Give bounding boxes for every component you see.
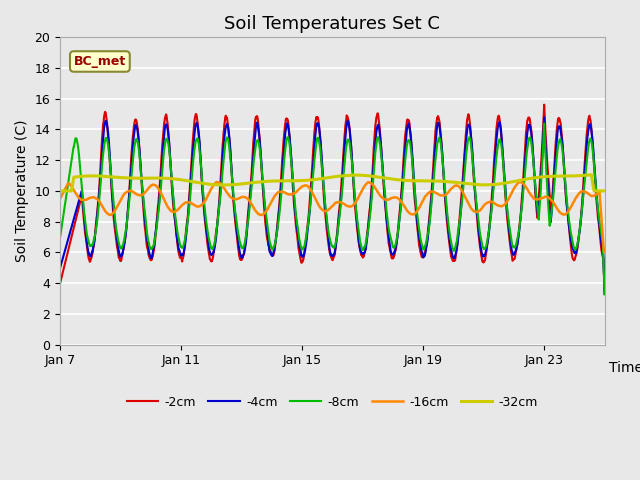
-8cm (586, 139, 593, 144)
-8cm (585, 141, 593, 146)
Title: Soil Temperatures Set C: Soil Temperatures Set C (225, 15, 440, 33)
-4cm (585, 124, 593, 130)
-32cm (307, 177, 314, 183)
Line: -16cm: -16cm (60, 182, 605, 252)
-8cm (601, 291, 609, 297)
-16cm (586, 192, 593, 197)
-4cm (485, 230, 493, 236)
-4cm (601, 291, 609, 297)
-32cm (84, 173, 92, 179)
Line: -8cm: -8cm (60, 123, 605, 294)
-4cm (56, 265, 64, 271)
-16cm (600, 250, 608, 255)
-16cm (213, 179, 221, 185)
-2cm (485, 228, 493, 234)
Line: -32cm: -32cm (60, 175, 605, 191)
-8cm (321, 198, 329, 204)
-8cm (485, 228, 493, 234)
-16cm (601, 250, 609, 255)
-2cm (540, 102, 548, 108)
-4cm (321, 201, 329, 206)
-2cm (586, 114, 593, 120)
-2cm (321, 208, 329, 214)
-8cm (84, 236, 92, 242)
-16cm (56, 196, 64, 202)
-2cm (307, 188, 314, 194)
-32cm (56, 188, 64, 194)
Line: -2cm: -2cm (60, 105, 605, 294)
-2cm (601, 291, 609, 297)
-8cm (307, 200, 314, 206)
-2cm (84, 251, 92, 257)
Text: BC_met: BC_met (74, 55, 126, 68)
-32cm (485, 182, 493, 188)
-2cm (56, 280, 64, 286)
-32cm (585, 172, 593, 178)
X-axis label: Time: Time (609, 361, 640, 375)
-8cm (540, 120, 548, 126)
-16cm (307, 187, 315, 193)
Legend: -2cm, -4cm, -8cm, -16cm, -32cm: -2cm, -4cm, -8cm, -16cm, -32cm (122, 391, 543, 414)
-4cm (307, 198, 314, 204)
Line: -4cm: -4cm (60, 117, 605, 294)
-16cm (321, 208, 329, 214)
-4cm (540, 114, 548, 120)
-2cm (585, 114, 593, 120)
-32cm (321, 175, 329, 181)
-32cm (601, 188, 609, 194)
-8cm (56, 234, 64, 240)
-4cm (586, 123, 593, 129)
-16cm (84, 196, 92, 202)
-16cm (485, 199, 493, 205)
-32cm (588, 172, 595, 178)
Y-axis label: Soil Temperature (C): Soil Temperature (C) (15, 120, 29, 262)
-16cm (585, 191, 593, 197)
-4cm (84, 247, 92, 253)
-32cm (585, 172, 593, 178)
